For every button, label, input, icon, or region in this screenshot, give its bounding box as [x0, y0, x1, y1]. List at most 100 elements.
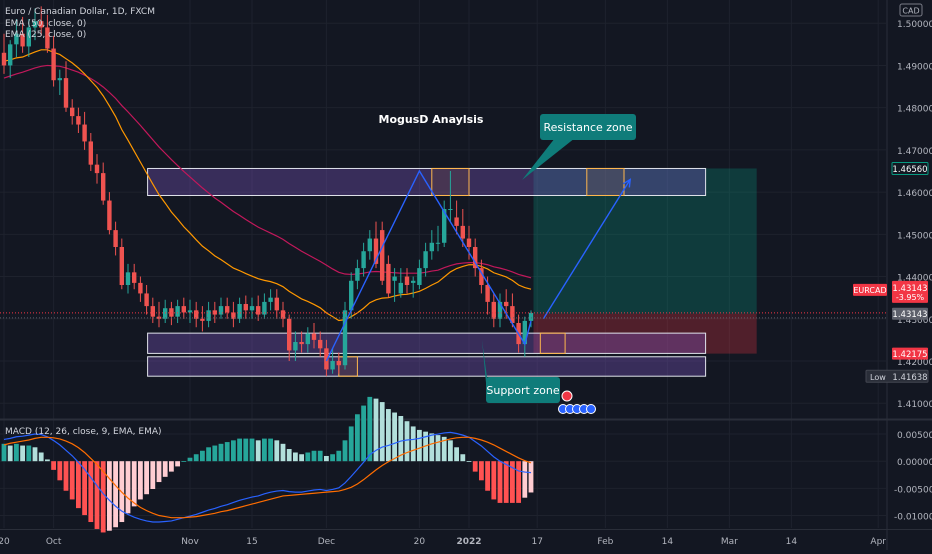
candle-body [305, 333, 310, 345]
candle-body [113, 230, 118, 247]
macd-histogram-bar [63, 461, 69, 491]
candle-body [330, 361, 335, 370]
projection-arrow [542, 179, 631, 320]
symbol-tag [853, 283, 887, 296]
candle-body [175, 306, 180, 317]
macd-histogram-bar [26, 445, 32, 462]
macd-label: MACD (12, 26, close, 9, EMA, EMA) [5, 427, 162, 437]
resistance-callout-box [540, 114, 636, 140]
macd-histogram-bar [88, 461, 94, 523]
candle-body [45, 27, 50, 49]
candle-body [107, 200, 112, 231]
candle-body [466, 238, 472, 247]
currency-badge [899, 3, 923, 17]
candle-body [194, 310, 199, 319]
macd-histogram-bar [69, 461, 75, 500]
macd-histogram-bar [169, 461, 174, 472]
ema50-line [3, 64, 532, 279]
macd-histogram-bar [522, 461, 528, 498]
last-price-change-label: -3.95% [896, 293, 925, 302]
time-tick-label: Dec [318, 537, 335, 547]
candle-body [256, 306, 261, 315]
macd-pane [1, 396, 534, 533]
candle-body [8, 44, 13, 66]
candle-body [318, 339, 323, 349]
candle-body [398, 282, 403, 294]
candle-body [392, 276, 397, 281]
macd-histogram-bar [57, 461, 63, 481]
candle-body [20, 33, 25, 47]
price-tag-label: 1.42175 [892, 350, 927, 360]
macd-histogram-bar [485, 461, 490, 491]
macd-line [3, 431, 532, 523]
low-tag-label: Low [870, 373, 886, 382]
zone-rect-2 [147, 356, 707, 377]
candle-body [404, 276, 410, 285]
candle-body [88, 141, 93, 165]
macd-histogram-bar [472, 461, 478, 472]
macd-histogram-bar [255, 440, 261, 462]
macd-histogram-bar [280, 443, 286, 462]
indicator-label: EMA (50, close, 0) [5, 19, 86, 29]
candle-body [448, 209, 453, 210]
macd-histogram-bar [175, 461, 180, 467]
macd-histogram-bar [379, 402, 385, 462]
candle-body [150, 306, 155, 317]
time-tick-label: Apr [870, 537, 886, 547]
macd-histogram-bar [125, 461, 131, 514]
price-tick-label: 1.45000 [897, 231, 932, 241]
time-tick-label: 20 [0, 537, 10, 547]
macd-histogram-bar [311, 450, 317, 462]
event-badge-red [561, 390, 573, 402]
candle-body [479, 268, 484, 285]
macd-histogram-bar [32, 447, 38, 462]
candle-body [218, 306, 224, 315]
candle-body [212, 310, 217, 315]
macd-histogram-bar [336, 450, 342, 462]
price-axis: 1.50000 1.49000 1.48000 1.47000 1.46000 1.450… [853, 20, 932, 523]
event-badge [586, 404, 596, 414]
macd-histogram-bar [100, 461, 106, 533]
candle-body [39, 21, 44, 28]
candle-body [63, 78, 69, 108]
price-tag-label: 1.43143 [892, 310, 927, 320]
macd-histogram-bar [76, 461, 81, 509]
target-marker-box [586, 167, 625, 196]
macd-histogram-bar [94, 461, 100, 529]
candle-body [373, 238, 379, 264]
support-callout-box [486, 377, 560, 403]
candle-body [237, 304, 242, 319]
candle-body [367, 238, 372, 252]
macd-histogram-bar [497, 461, 503, 503]
macd-histogram-bar [286, 449, 292, 462]
macd-histogram-bar [268, 438, 273, 462]
price-tick-label: 1.41000 [897, 400, 932, 410]
candle-body [473, 247, 478, 269]
candle-body [1, 52, 7, 66]
zone-rect-1 [147, 332, 707, 354]
time-axis: 20 Oct Nov 15 Dec 20 2022 17 Feb 14 Mar 14 Apr [0, 537, 886, 547]
macd-histogram-bar [348, 426, 354, 462]
macd-histogram-bar [429, 433, 435, 462]
candle-body [386, 263, 391, 294]
candle-body [342, 310, 348, 366]
macd-histogram-bar [7, 445, 13, 462]
candle-body [119, 247, 124, 285]
projection-arrowhead [623, 178, 632, 188]
candle-body [32, 21, 38, 28]
macd-histogram-bar [14, 443, 19, 462]
price-tag [892, 307, 928, 320]
macd-histogram-bar [243, 438, 249, 462]
candle-body [76, 116, 81, 125]
macd-histogram-bar [1, 443, 7, 462]
candle-body [181, 306, 186, 313]
macd-histogram-bar [293, 452, 298, 462]
macd-histogram-bar [454, 447, 459, 462]
candle-body [268, 297, 273, 302]
price-tag [891, 161, 929, 175]
zigzag-path [325, 169, 532, 362]
candle-body [417, 268, 422, 285]
macd-histogram-bar [51, 461, 56, 470]
